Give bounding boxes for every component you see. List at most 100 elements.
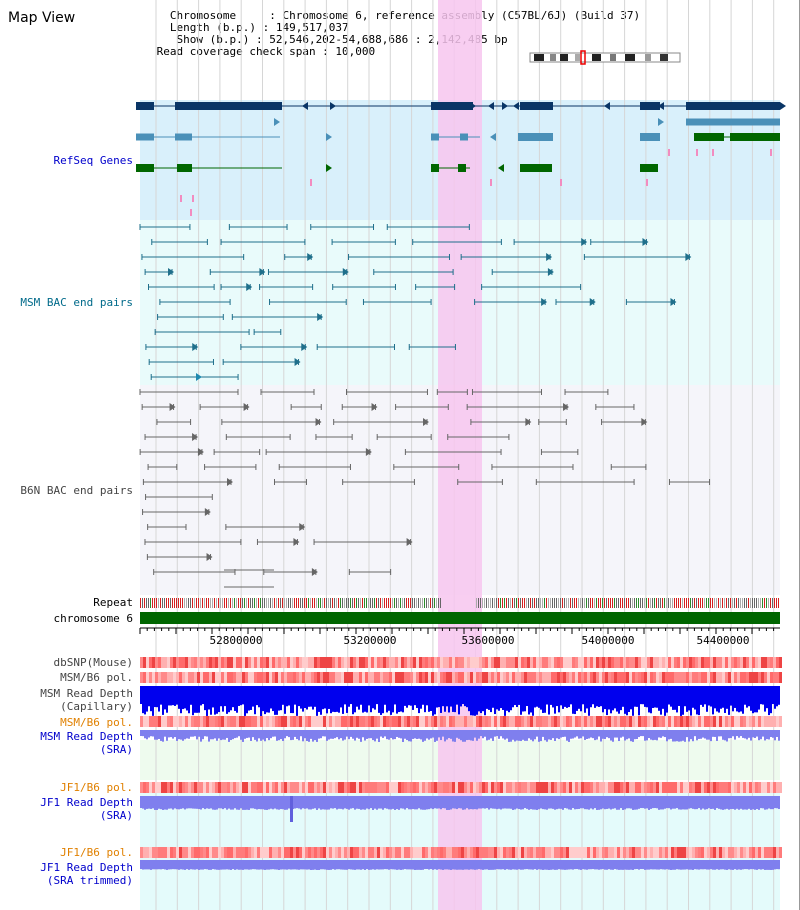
- jf1-b6-pol-trimmed-cell: [224, 847, 227, 858]
- msm-b6-pol-sra-cell: [230, 716, 233, 727]
- jf1-b6-pol-cell: [212, 782, 215, 793]
- jf1-sra-depth-bar: [624, 796, 626, 810]
- polymorphism-and-depth-tracks[interactable]: [140, 657, 782, 870]
- b6n-bac-track[interactable]: [139, 389, 711, 588]
- jf1-trimmed-depth-bar: [558, 860, 560, 870]
- msm-sra-depth-bar: [592, 730, 594, 739]
- jf1-trimmed-depth-bar: [706, 860, 708, 870]
- repeat-element: [506, 598, 507, 608]
- jf1-sra-depth-bar: [494, 796, 496, 809]
- msm-b6-pol-cell: [599, 672, 602, 683]
- msm-capillary-depth-bar: [580, 686, 582, 712]
- msm-b6-pol-sra-cell: [410, 716, 413, 727]
- track-label-msm-bac[interactable]: MSM BAC end pairs: [20, 296, 133, 309]
- msm-sra-depth-bar: [670, 730, 672, 739]
- jf1-trimmed-depth-bar: [476, 860, 478, 870]
- chromosome-ideogram[interactable]: [529, 50, 681, 65]
- jf1-b6-pol-cell: [257, 782, 260, 793]
- jf1-sra-depth-bar: [438, 796, 440, 809]
- refseq-gene-track[interactable]: [136, 102, 786, 216]
- jf1-b6-pol-cell: [197, 782, 200, 793]
- dbsnp-cell: [248, 657, 251, 668]
- track-label-b6n-bac[interactable]: B6N BAC end pairs: [20, 484, 133, 497]
- msm-capillary-depth-bar: [446, 686, 448, 707]
- repeat-element: [430, 598, 431, 608]
- msm-b6-pol-cell: [767, 672, 770, 683]
- jf1-b6-pol-cell: [179, 782, 182, 793]
- repeat-element: [752, 598, 753, 608]
- msm-b6-pol-cell: [236, 672, 239, 683]
- msm-capillary-depth-bar: [414, 686, 416, 706]
- repeat-element: [654, 598, 655, 608]
- repeat-element: [530, 598, 531, 608]
- jf1-b6-pol-cell: [509, 782, 512, 793]
- msm-bac-pair-arrow: [294, 358, 301, 366]
- jf1-trimmed-depth-bar: [434, 860, 436, 870]
- msm-capillary-depth-bar: [386, 686, 388, 713]
- jf1-sra-depth-bar: [324, 796, 326, 810]
- jf1-b6-pol-cell: [383, 782, 386, 793]
- jf1-trimmed-depth-bar: [240, 860, 242, 870]
- jf1-trimmed-depth-bar: [428, 860, 430, 870]
- msm-capillary-depth-bar: [502, 686, 504, 710]
- msm-bac-track[interactable]: [139, 224, 692, 381]
- msm-capillary-depth-bar: [670, 686, 672, 707]
- msm-capillary-depth-bar: [638, 686, 640, 716]
- msm-b6-pol-sra-cell: [344, 716, 347, 727]
- jf1-trimmed-depth-bar: [174, 860, 176, 870]
- jf1-trimmed-depth-bar: [324, 860, 326, 870]
- msm-b6-pol-sra-cell: [362, 716, 365, 727]
- msm-b6-pol-sra-cell: [371, 716, 374, 727]
- jf1-b6-pol-cell: [437, 782, 440, 793]
- msm-b6-pol-sra-cell: [158, 716, 161, 727]
- dbsnp-cell: [368, 657, 371, 668]
- dbsnp-cell: [314, 657, 317, 668]
- msm-bac-pair-arrow: [589, 298, 596, 306]
- jf1-b6-pol-trimmed-cell: [602, 847, 605, 858]
- jf1-b6-pol-cell: [251, 782, 254, 793]
- msm-sra-depth-bar: [296, 730, 298, 740]
- jf1-b6-pol-trimmed-cell: [503, 847, 506, 858]
- msm-capillary-depth-bar: [394, 686, 396, 705]
- jf1-b6-pol-trimmed-cell: [248, 847, 251, 858]
- jf1-b6-pol-trimmed-cell: [539, 847, 542, 858]
- msm-sra-depth-bar: [358, 730, 360, 739]
- track-label-refseq[interactable]: RefSeq Genes: [53, 154, 133, 167]
- jf1-sra-depth-bar: [196, 796, 198, 809]
- repeat-element: [408, 598, 409, 608]
- jf1-b6-pol-cell: [758, 782, 761, 793]
- jf1-trimmed-depth-bar: [758, 860, 760, 870]
- repeat-element: [492, 598, 493, 608]
- repeat-element: [528, 598, 529, 608]
- msm-capillary-depth-bar: [466, 686, 468, 708]
- repeat-track[interactable]: [140, 598, 779, 608]
- msm-capillary-depth-bar: [536, 686, 538, 707]
- jf1-b6-pol-cell: [161, 782, 164, 793]
- msm-b6-pol-sra-cell: [446, 716, 449, 727]
- repeat-element: [282, 598, 283, 608]
- selected-region-highlight[interactable]: [438, 0, 482, 910]
- msm-sra-depth-bar: [546, 730, 548, 742]
- gene-strand-arrow: [326, 133, 332, 141]
- msm-b6-pol-sra-cell: [560, 716, 563, 727]
- jf1-b6-pol-cell: [416, 782, 419, 793]
- msm-b6-pol-cell: [302, 672, 305, 683]
- jf1-trimmed-depth-bar: [660, 860, 662, 870]
- msm-b6-pol-sra-cell: [350, 716, 353, 727]
- msm-b6-pol-cell: [647, 672, 650, 683]
- msm-b6-pol-cell: [536, 672, 539, 683]
- dbsnp-cell: [572, 657, 575, 668]
- jf1-sra-depth-bar: [704, 796, 706, 810]
- jf1-trimmed-depth-bar: [142, 860, 144, 870]
- msm-sra-depth-bar: [292, 730, 294, 740]
- repeat-element: [482, 598, 483, 608]
- msm-b6-pol-cell: [218, 672, 221, 683]
- dbsnp-cell: [188, 657, 191, 668]
- jf1-trimmed-depth-bar: [772, 860, 774, 870]
- msm-capillary-depth-bar: [578, 686, 580, 709]
- dbsnp-cell: [581, 657, 584, 668]
- msm-capillary-depth-bar: [364, 686, 366, 712]
- jf1-trimmed-depth-bar: [714, 860, 716, 870]
